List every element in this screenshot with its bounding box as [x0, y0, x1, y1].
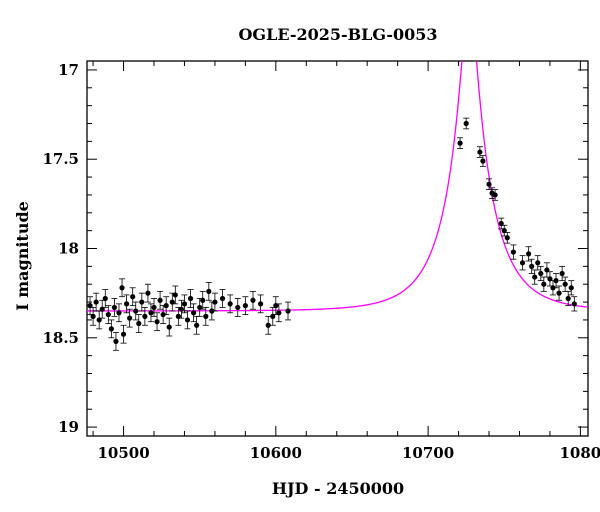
data-point [99, 306, 105, 312]
data-point [160, 311, 166, 318]
x-tick-label: 1080 [560, 444, 600, 462]
data-point [457, 140, 463, 146]
data-point [209, 308, 215, 314]
data-point [148, 310, 154, 316]
data-point [270, 313, 276, 319]
data-point [123, 301, 130, 307]
data-point [227, 301, 233, 307]
data-point [250, 297, 256, 303]
model-curve [87, 61, 588, 312]
data-point [187, 295, 194, 302]
data-point [265, 322, 271, 328]
y-tick-label: 17 [58, 61, 79, 79]
data-point [535, 260, 541, 266]
x-tick-label: 10500 [97, 444, 149, 462]
plot-area: 10500 10600 10700 1080 17 17.5 18 18.5 19 [42, 60, 600, 462]
data-point [463, 120, 469, 127]
data-point [96, 317, 102, 323]
data-point [504, 235, 510, 241]
data-point [538, 270, 544, 277]
data-point [184, 317, 191, 323]
data-point [501, 228, 507, 234]
data-point [190, 310, 197, 316]
data-point [486, 181, 492, 187]
data-point [105, 311, 111, 318]
data-point [553, 278, 559, 284]
data-point [142, 313, 148, 319]
data-point [547, 276, 553, 282]
data-point [235, 304, 241, 311]
data-point [273, 303, 279, 309]
data-point [145, 290, 151, 296]
x-tick-label: 10600 [250, 444, 302, 462]
data-point [203, 313, 209, 319]
data-point [219, 295, 226, 302]
data-point [181, 301, 188, 307]
data-point [200, 297, 206, 303]
y-tick-label: 19 [58, 418, 79, 436]
data-point [194, 322, 200, 328]
data-point [571, 301, 577, 307]
data-point [206, 288, 212, 294]
data-point [127, 315, 133, 321]
data-point [197, 304, 203, 311]
data-point [510, 249, 516, 255]
data-point [544, 267, 550, 273]
data-point [556, 290, 562, 296]
data-point [166, 324, 172, 330]
data-point [154, 319, 160, 325]
data-point [242, 303, 248, 309]
data-point [178, 306, 185, 312]
data-point [169, 299, 175, 305]
y-tick-label: 18.5 [42, 329, 79, 347]
y-axis-label: I magnitude [13, 201, 32, 311]
data-point [519, 260, 526, 266]
data-point [285, 308, 291, 314]
data-point [108, 326, 114, 332]
x-axis-label: HJD - 2450000 [272, 479, 404, 498]
data-point [498, 220, 504, 227]
data-point [116, 310, 122, 316]
data-point [562, 281, 568, 287]
data-point [139, 299, 145, 305]
data-point [532, 274, 538, 280]
plot-frame [86, 60, 589, 437]
data-point [529, 263, 535, 269]
data-point [175, 313, 181, 319]
y-tick-label: 18 [58, 240, 79, 258]
data-point [565, 295, 571, 302]
data-point [113, 338, 119, 344]
data-point [212, 299, 218, 305]
data-point [163, 303, 169, 309]
data-point [111, 304, 118, 311]
data-point [157, 297, 163, 303]
data-point [257, 301, 264, 307]
data-point [120, 331, 127, 337]
data-point [559, 270, 565, 277]
data-point [136, 320, 142, 327]
data-point [477, 149, 483, 155]
data-point [480, 158, 486, 164]
data-point [276, 310, 282, 316]
data-point [87, 303, 93, 309]
y-tick-label: 17.5 [42, 150, 79, 168]
data-point [151, 304, 157, 311]
data-point [568, 285, 574, 291]
data-point [102, 295, 108, 302]
data-point [550, 285, 556, 291]
data-point [492, 192, 498, 198]
data-point [130, 294, 136, 300]
data-point [119, 285, 125, 291]
data-point [541, 281, 547, 287]
data-point [526, 251, 532, 257]
data-point [93, 299, 99, 305]
chart-title: OGLE-2025-BLG-0053 [238, 25, 437, 44]
data-point [172, 292, 178, 298]
x-tick-label: 10700 [402, 444, 454, 462]
data-point [133, 308, 139, 314]
data-point [90, 313, 96, 319]
